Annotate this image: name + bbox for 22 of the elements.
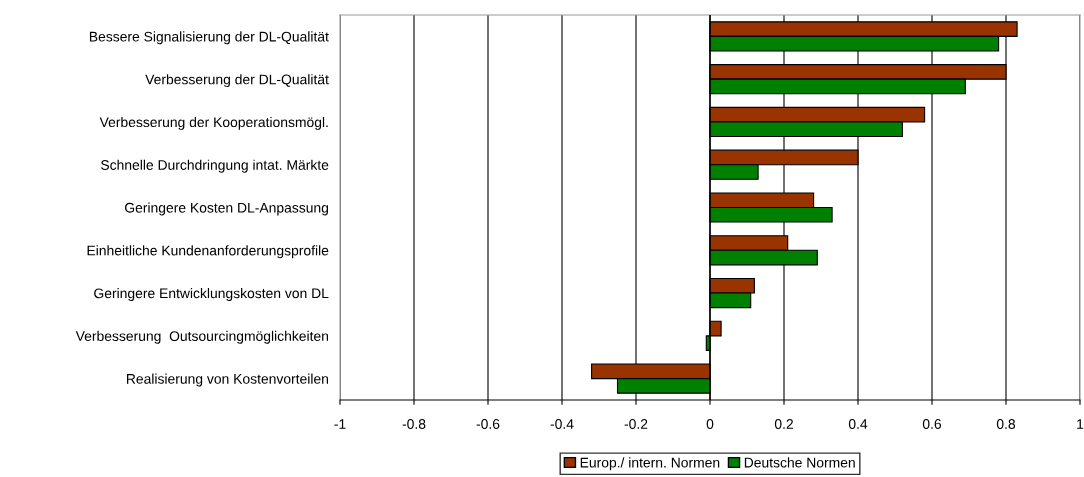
y-tick-label: Verbesserung der DL-Qualität xyxy=(145,74,329,88)
y-tick-label: Einheitliche Kundenanforderungsprofile xyxy=(87,245,329,259)
y-tick-label: Realisierung von Kostenvorteilen xyxy=(126,373,328,387)
x-tick-label: -0.4 xyxy=(550,419,574,429)
x-tick-label: -1 xyxy=(334,419,346,429)
y-tick-label: Schnelle Durchdringung intat. Märkte xyxy=(101,159,329,173)
legend-label: Deutsche Normen xyxy=(744,457,855,468)
x-tick-label: 1 xyxy=(1077,419,1084,429)
x-tick-label: -0.2 xyxy=(624,419,648,429)
x-tick-label: -0.6 xyxy=(476,419,500,429)
legend-label: Europ./ intern. Normen xyxy=(580,457,720,471)
y-tick-label: Geringere Kosten DL-Anpassung xyxy=(125,202,329,216)
x-tick-label: 0 xyxy=(706,419,714,429)
x-tick-label: 0.6 xyxy=(922,419,942,429)
x-tick-label: 0.4 xyxy=(848,419,868,429)
y-tick-label: Verbesserung der Kooperationsmögl. xyxy=(99,116,328,130)
x-tick-label: 0.8 xyxy=(996,419,1016,429)
x-tick-label: 0.2 xyxy=(774,419,793,429)
y-tick-label: Bessere Signalisierung der DL-Qualität xyxy=(89,31,329,45)
y-tick-label: Geringere Entwicklungskosten von DL xyxy=(94,288,329,301)
x-tick-label: -0.8 xyxy=(402,419,426,429)
y-tick-label: Verbesserung Outsourcingmöglichkeiten xyxy=(75,330,328,344)
